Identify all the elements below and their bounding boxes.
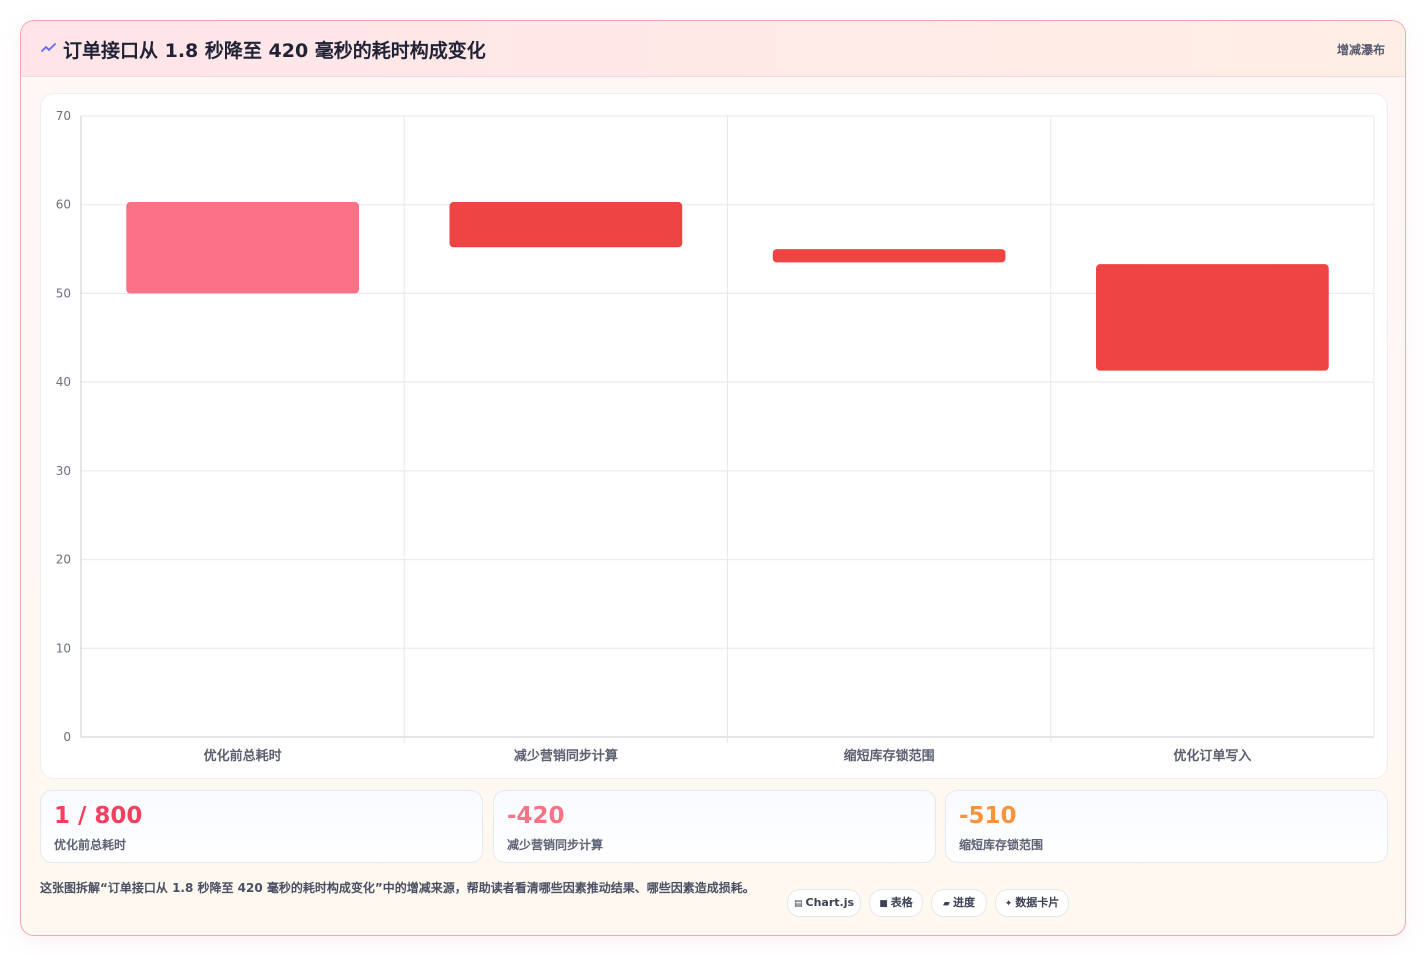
- y-tick-label: 20: [56, 553, 71, 567]
- y-tick-label: 70: [56, 109, 71, 123]
- x-tick-label: 减少营销同步计算: [514, 748, 618, 764]
- chip-data-card[interactable]: ✦ 数据卡片: [995, 889, 1069, 917]
- stat-value: -510: [959, 803, 1017, 829]
- bar: [126, 202, 359, 294]
- chip-label: 数据卡片: [1015, 896, 1060, 909]
- table-icon: ■: [879, 899, 888, 909]
- x-tick-label: 优化前总耗时: [204, 748, 282, 764]
- bar: [1096, 264, 1329, 371]
- y-tick-label: 10: [56, 641, 71, 655]
- progress-icon: ▰: [943, 899, 950, 909]
- stat-label: 优化前总耗时: [54, 838, 127, 852]
- chart-card: 0 10 20 30 40 50 60 70 优化前总耗时 减少营销同步计算 缩短库存锁范围 优化订单…: [40, 93, 1388, 779]
- chart-type-tag: 增减瀑布: [1336, 43, 1385, 57]
- stat-label: 缩短库存锁范围: [959, 838, 1044, 852]
- stat-card: 1 / 800 优化前总耗时: [40, 790, 483, 863]
- chip-label: 表格: [890, 896, 913, 909]
- stat-card: -510 缩短库存锁范围: [945, 790, 1388, 863]
- stat-label: 减少营销同步计算: [507, 838, 604, 852]
- stat-value: 1 / 800: [54, 803, 143, 829]
- sparkle-icon: ✦: [1004, 899, 1013, 909]
- y-tick-label: 30: [56, 464, 71, 478]
- chart-logo-icon: [41, 43, 56, 52]
- card-frame: 订单接口从 1.8 秒降至 420 毫秒的耗时构成变化 增减瀑布 0 10 20 30…: [20, 20, 1406, 936]
- stat-value: -420: [507, 803, 565, 829]
- bar: [449, 202, 683, 248]
- chip-chartjs[interactable]: ▤ Chart.js: [787, 889, 861, 917]
- stat-card: -420 减少营销同步计算: [493, 790, 936, 863]
- page-title: 订单接口从 1.8 秒降至 420 毫秒的耗时构成变化: [63, 40, 486, 62]
- y-tick-label: 0: [63, 730, 71, 744]
- card-header: 订单接口从 1.8 秒降至 420 毫秒的耗时构成变化 增减瀑布: [21, 21, 1405, 77]
- chart-description: 这张图拆解“订单接口从 1.8 秒降至 420 毫秒的耗时构成变化”中的增减来源…: [40, 881, 755, 895]
- y-tick-label: 60: [56, 198, 71, 212]
- x-tick-label: 缩短库存锁范围: [844, 748, 935, 764]
- waterfall-chart: 0 10 20 30 40 50 60 70 优化前总耗时 减少营销同步计算 缩短库存锁范围 优化订单…: [56, 109, 1375, 764]
- x-tick-label: 优化订单写入: [1173, 748, 1251, 764]
- y-tick-label: 50: [56, 286, 71, 300]
- chip-progress[interactable]: ▰ 进度: [931, 889, 987, 917]
- chip-table[interactable]: ■ 表格: [869, 889, 923, 917]
- bar: [772, 249, 1006, 263]
- chart-icon: ▤: [793, 899, 803, 909]
- chip-label: 进度: [952, 896, 975, 909]
- chip-label: Chart.js: [805, 896, 855, 909]
- stat-cards: 1 / 800 优化前总耗时 -420 减少营销同步计算 -510 缩短库存锁范…: [40, 790, 1388, 863]
- y-tick-label: 40: [56, 375, 71, 389]
